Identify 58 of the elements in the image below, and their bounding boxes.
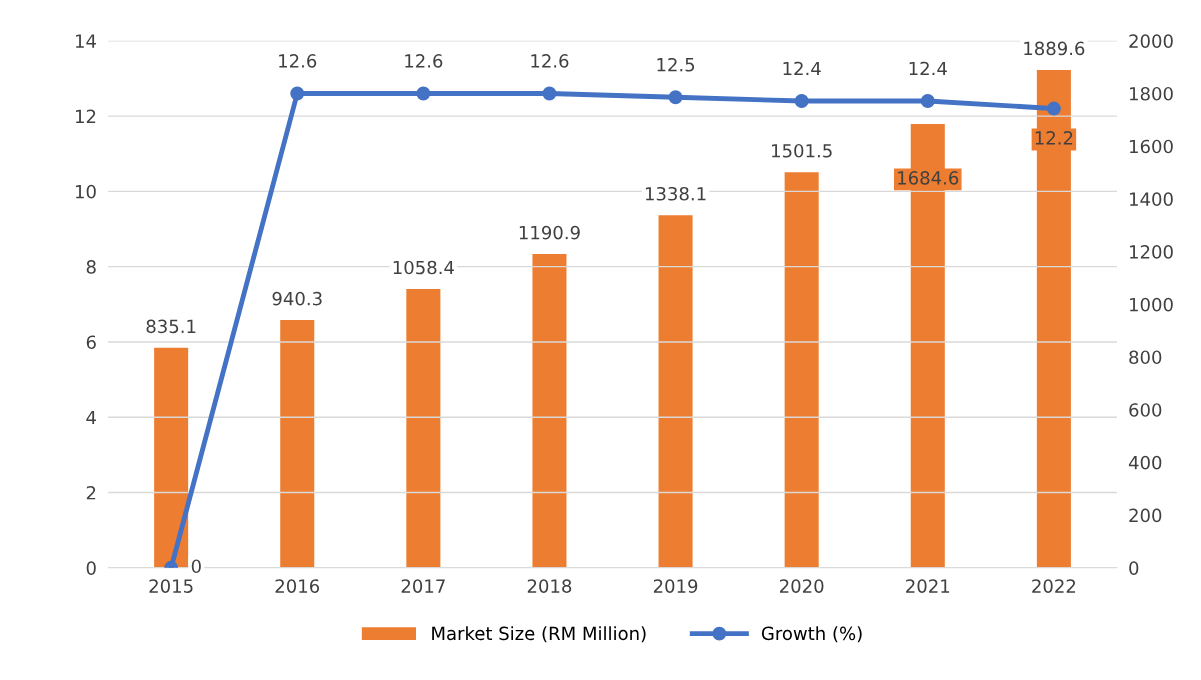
- x-tick-label: 2015: [149, 579, 193, 593]
- legend-label: Market Size (RM Million): [432, 626, 646, 643]
- data-label: 1501.5: [772, 143, 832, 158]
- bar: [784, 172, 819, 568]
- data-label: 12.6: [405, 54, 443, 68]
- y-tick-label: 2: [86, 485, 96, 500]
- bar: [532, 254, 567, 568]
- data-label: 940.3: [272, 291, 322, 306]
- data-label: 12.6: [531, 54, 569, 68]
- point: [668, 90, 683, 105]
- y-tick-label: 14: [75, 34, 96, 48]
- data-label: 12.2: [1035, 131, 1073, 145]
- x-tick-label: 2019: [653, 579, 698, 593]
- data-label: 12.5: [657, 57, 695, 72]
- bar: [658, 215, 693, 568]
- bar: [154, 347, 189, 568]
- y-tick-label: 12: [75, 109, 96, 123]
- point: [416, 86, 431, 101]
- y2-tick-label: 1800: [1130, 86, 1173, 101]
- y2-tick-label: 400: [1128, 455, 1162, 470]
- point: [920, 94, 935, 108]
- data-label: 12.4: [783, 61, 821, 76]
- x-tick-label: 2020: [780, 579, 824, 593]
- data-label: 1684.6: [898, 171, 959, 185]
- y2-tick-label: 1400: [1130, 192, 1173, 207]
- y2-tick-label: 1000: [1130, 297, 1173, 312]
- y-tick-label: 10: [75, 184, 96, 199]
- data-label: 12.4: [909, 61, 947, 76]
- x-tick-label: 2018: [527, 579, 572, 593]
- y2-tick-label: 0: [1129, 561, 1139, 575]
- point: [290, 86, 305, 101]
- y2-tick-label: 800: [1129, 350, 1162, 365]
- data-label: 1058.4: [393, 260, 454, 275]
- x-tick-label: 2022: [1032, 579, 1076, 593]
- y2-tick-label: 1600: [1130, 139, 1173, 154]
- y2-tick-label: 200: [1129, 508, 1162, 523]
- y-tick-label: 6: [86, 335, 96, 350]
- data-label: 0: [191, 559, 201, 574]
- data-label: 1190.9: [519, 225, 580, 240]
- bar: [280, 320, 315, 568]
- y-tick-label: 4: [86, 410, 96, 425]
- x-tick-label: 2016: [275, 579, 320, 593]
- y2-tick-label: 1200: [1130, 245, 1173, 259]
- bar: [406, 288, 441, 568]
- data-label: 835.1: [146, 319, 196, 334]
- legend-label: Growth (%): [761, 626, 862, 643]
- point: [542, 86, 557, 101]
- point: [794, 94, 809, 108]
- data-label: 1338.1: [645, 186, 706, 201]
- data-label: 12.6: [279, 54, 317, 68]
- y2-tick-label: 600: [1129, 403, 1162, 417]
- point: [1046, 101, 1061, 116]
- y-tick-label: 8: [86, 260, 96, 274]
- x-tick-label: 2017: [401, 579, 445, 593]
- y-tick-label: 0: [86, 561, 96, 575]
- data-label: 1889.6: [1024, 41, 1085, 56]
- x-tick-label: 2021: [906, 579, 950, 593]
- y2-tick-label: 2000: [1129, 34, 1173, 48]
